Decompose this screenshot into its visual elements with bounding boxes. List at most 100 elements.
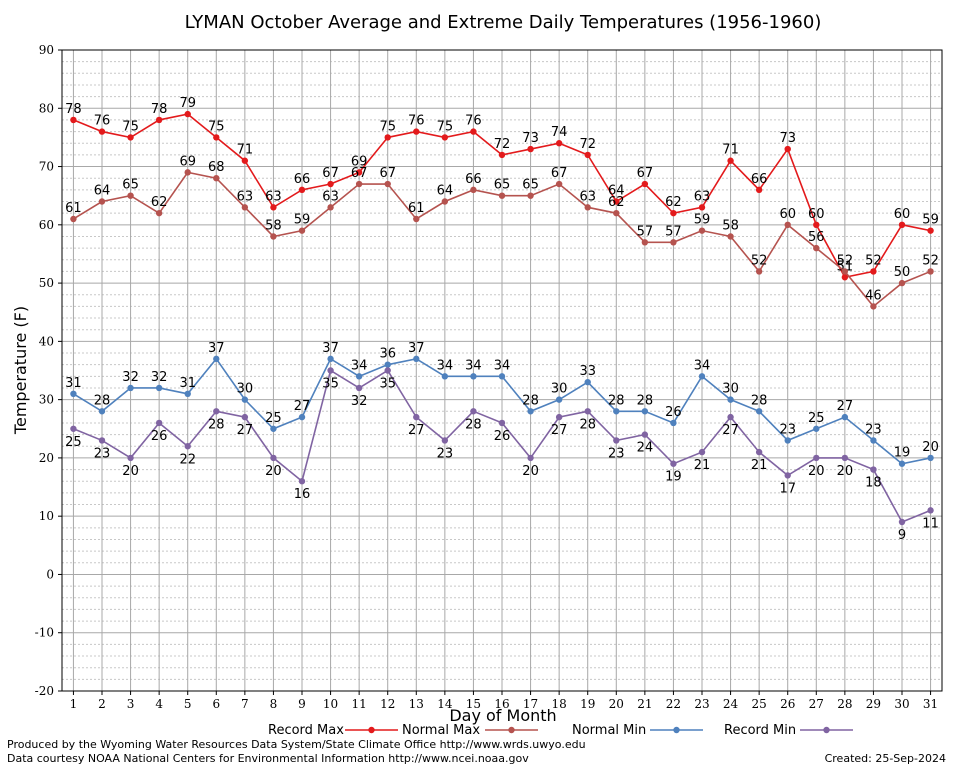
record-min-data-label: 27 [408,423,425,438]
normal-min-point [298,413,306,421]
legend-label-record-max: Record Max [268,723,344,738]
record-max-data-label: 71 [237,143,254,158]
record-max-point [555,140,563,147]
normal-min-point [555,396,563,403]
record-min-data-label: 9 [898,528,906,543]
normal-min-data-label: 31 [179,376,196,391]
record-min-point [555,413,563,421]
record-min-data-label: 22 [179,452,196,467]
record-max-data-label: 51 [837,259,854,274]
normal-min-point [127,384,134,392]
normal-min-data-label: 28 [637,393,654,408]
record-min-point [213,408,220,415]
normal-min-data-label: 23 [779,422,796,437]
normal-min-data-label: 28 [94,393,111,408]
record-min-point [355,384,363,392]
normal-max-data-label: 57 [637,224,654,239]
x-tick-label: 14 [437,697,453,711]
record-max-point [155,116,163,124]
normal-max-point [555,180,563,188]
normal-min-point [927,454,934,462]
normal-min-point [784,437,791,444]
record-max-data-label: 78 [151,102,168,117]
record-min-point [498,419,506,427]
x-tick-label: 6 [212,697,220,711]
record-max-point [870,268,877,275]
normal-min-point [213,355,220,363]
normal-min-data-label: 34 [694,358,711,373]
normal-max-data-label: 62 [151,195,168,210]
normal-min-point [155,384,163,392]
normal-min-point [841,413,849,421]
normal-max-point [698,227,706,234]
x-tick-label: 24 [723,697,739,711]
normal-max-data-label: 59 [694,213,711,228]
normal-min-data-label: 23 [865,422,882,437]
normal-min-data-label: 27 [837,399,854,414]
normal-min-point [527,408,534,415]
x-tick-label: 29 [866,697,881,711]
record-max-point [270,204,277,211]
normal-max-data-label: 61 [408,201,425,216]
normal-min-point [727,396,734,403]
record-max-data-label: 75 [208,119,225,134]
record-min-point [698,448,706,456]
record-max-point [641,180,649,188]
normal-max-data-label: 63 [579,189,596,204]
record-max-data-label: 75 [122,119,139,134]
y-tick-label: 20 [39,451,54,465]
record-max-point [813,221,820,229]
record-min-point [98,437,106,444]
normal-min-data-label: 30 [551,382,568,397]
x-tick-label: 16 [494,697,509,711]
x-tick-label: 31 [923,697,938,711]
record-min-data-label: 20 [522,464,539,479]
normal-max-data-label: 52 [751,253,768,268]
record-max-data-label: 73 [779,131,796,146]
normal-max-point [327,204,334,211]
normal-max-point [298,227,306,234]
normal-min-data-label: 37 [208,341,225,356]
record-max-data-label: 66 [294,172,311,187]
record-min-point [155,419,163,427]
record-min-point [813,454,820,462]
normal-min-data-label: 33 [579,364,596,379]
record-max-data-label: 75 [437,119,454,134]
series-normal-max: 61 64 65 62 69 68 63 58 59 63 67 67 61 64 66 65 65 67 63 62… [65,154,939,310]
record-min-point [784,472,791,479]
normal-min-point [584,378,591,386]
normal-min-data-label: 30 [237,382,254,397]
record-max-data-label: 71 [722,143,739,158]
normal-min-data-label: 30 [722,382,739,397]
x-tick-label: 4 [155,697,163,711]
normal-min-point [498,373,506,380]
y-tick-label: 0 [46,567,54,581]
normal-max-point [70,215,77,223]
record-min-point [613,437,620,444]
record-min-point [527,454,534,462]
normal-max-point [213,175,220,182]
y-axis-ticks: -20 -10 0 10 20 30 40 50 60 70 80 90 [35,43,62,698]
normal-min-point [355,373,363,380]
normal-min-data-label: 34 [437,358,454,373]
record-max-data-label: 60 [808,207,825,222]
record-min-data-label: 28 [465,417,482,432]
record-min-data-label: 23 [437,446,454,461]
x-tick-label: 7 [241,697,249,711]
record-max-point [241,157,249,164]
y-tick-label: 90 [39,43,54,57]
record-max-point [384,134,391,141]
normal-max-point [355,180,363,188]
x-tick-label: 20 [609,697,624,711]
normal-min-point [184,390,191,398]
record-min-data-label: 20 [265,464,282,479]
normal-min-point [870,437,877,444]
legend-item-normal-max: Normal Max [402,723,538,738]
normal-min-data-label: 34 [494,358,511,373]
record-min-data-label: 24 [637,441,654,456]
record-min-point [127,454,134,462]
record-min-data-label: 19 [665,470,682,485]
normal-max-point [241,204,249,211]
record-max-point [441,134,449,141]
